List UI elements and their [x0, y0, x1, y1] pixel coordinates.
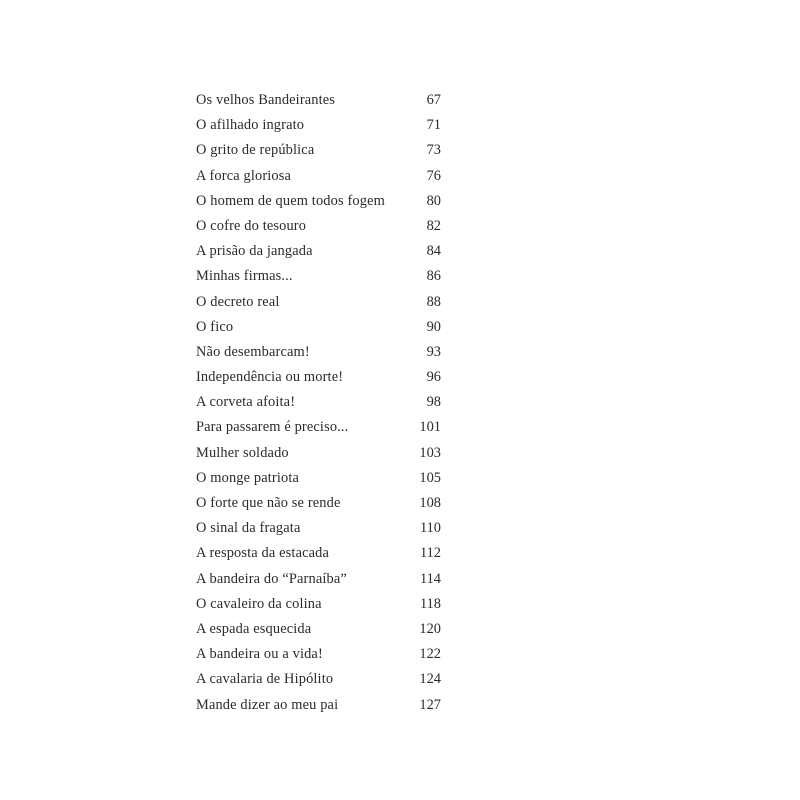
toc-entry-page-number: 124 [419, 671, 441, 688]
toc-entry[interactable]: A espada esquecida 120 [196, 617, 441, 642]
toc-entry[interactable]: Minhas firmas... 86 [196, 264, 441, 289]
toc-entry-page-number: 105 [419, 469, 441, 486]
toc-entry[interactable]: A resposta da estacada 112 [196, 541, 441, 566]
toc-entry[interactable]: A bandeira do “Parnaíba” 114 [196, 567, 441, 592]
toc-entry[interactable]: O grito de república 73 [196, 138, 441, 163]
toc-entry-title: A forca gloriosa [196, 167, 292, 184]
toc-entry-title: A corveta afoita! [196, 394, 296, 411]
toc-entry-title: Os velhos Bandeirantes [196, 92, 336, 108]
toc-entry-page-number: 101 [419, 419, 441, 436]
toc-entry[interactable]: O afilhado ingrato 71 [196, 113, 441, 138]
toc-entry-page-number: 127 [419, 696, 441, 713]
toc-entry-page-number: 96 [426, 369, 441, 386]
toc-entry-page-number: 108 [419, 495, 441, 511]
toc-entry-title: Mande dizer ao meu pai [196, 696, 339, 713]
toc-entry-title: A cavalaria de Hipólito [196, 671, 334, 688]
toc-entry-title: Para passarem é preciso... [196, 419, 349, 436]
toc-entry-title: A prisão da jangada [196, 243, 313, 260]
toc-entry-title: O monge patriota [196, 469, 300, 486]
toc-entry-title: Minhas firmas... [196, 268, 293, 285]
toc-entry[interactable]: Não desembarcam! 93 [196, 340, 441, 365]
toc-entry[interactable]: O forte que não se rende 108 [196, 491, 441, 516]
toc-entry[interactable]: A prisão da jangada 84 [196, 239, 441, 264]
toc-entry[interactable]: Mande dizer ao meu pai 127 [196, 693, 441, 718]
toc-entry[interactable]: O homem de quem todos fogem 80 [196, 189, 441, 214]
toc-entry-title: O homem de quem todos fogem [196, 192, 385, 209]
toc-entry-page-number: 90 [426, 318, 441, 335]
toc-entry-title: A resposta da estacada [196, 545, 330, 562]
toc-entry-page-number: 88 [426, 293, 441, 310]
toc-entry-title: O sinal da fragata [196, 520, 301, 537]
toc-entry[interactable]: O cavaleiro da colina 118 [196, 592, 441, 617]
toc-entry-page-number: 118 [419, 595, 441, 612]
toc-entry[interactable]: Independência ou morte! 96 [196, 365, 441, 390]
toc-entry-page-number: 93 [426, 343, 441, 360]
toc-entry-title: O cavaleiro da colina [196, 595, 322, 612]
toc-entry-page-number: 84 [426, 243, 441, 260]
table-of-contents: Os velhos Bandeirantes 67 O afilhado ingra… [196, 88, 441, 718]
toc-entry-title: Independência ou morte! [196, 369, 344, 386]
toc-entry-title: A bandeira ou a vida! [196, 646, 323, 663]
toc-entry-page-number: 76 [426, 167, 441, 184]
toc-entry-page-number: 98 [426, 394, 441, 411]
toc-entry-page-number: 112 [419, 545, 441, 562]
toc-entry[interactable]: A forca gloriosa 76 [196, 164, 441, 189]
toc-entry-page-number: 110 [419, 520, 441, 537]
toc-entry-page-number: 80 [426, 192, 441, 209]
toc-entry-page-number: 120 [419, 620, 441, 637]
toc-entry-title: O fico [196, 318, 234, 335]
toc-entry[interactable]: O fico 90 [196, 315, 441, 340]
toc-entry-title: O forte que não se rende [196, 495, 341, 511]
toc-entry[interactable]: Para passarem é preciso... 101 [196, 415, 441, 440]
toc-entry[interactable]: A cavalaria de Hipólito 124 [196, 667, 441, 692]
toc-entry[interactable]: O sinal da fragata 110 [196, 516, 441, 541]
toc-entry-page-number: 122 [419, 646, 441, 663]
toc-entry-title: O grito de república [196, 142, 315, 159]
toc-entry-title: O cofre do tesouro [196, 217, 307, 234]
toc-entry-title: Mulher soldado [196, 444, 289, 461]
toc-entry-page-number: 82 [426, 217, 441, 234]
toc-entry-title: O decreto real [196, 293, 280, 310]
toc-entry[interactable]: A corveta afoita! 98 [196, 390, 441, 415]
toc-entry-title: Não desembarcam! [196, 343, 310, 360]
toc-entry-page-number: 86 [426, 268, 441, 285]
toc-entry-title: O afilhado ingrato [196, 117, 305, 134]
toc-entry[interactable]: Os velhos Bandeirantes 67 [196, 88, 441, 113]
toc-entry[interactable]: O cofre do tesouro 82 [196, 214, 441, 239]
toc-entry-title: A bandeira do “Parnaíba” [196, 570, 347, 587]
toc-entry-page-number: 114 [419, 570, 441, 587]
toc-entry-page-number: 103 [419, 444, 441, 461]
toc-entry-page-number: 67 [426, 92, 441, 108]
toc-entry-page-number: 71 [426, 117, 441, 134]
toc-entry-title: A espada esquecida [196, 620, 312, 637]
toc-entry[interactable]: Mulher soldado 103 [196, 441, 441, 466]
toc-entry-page-number: 73 [426, 142, 441, 159]
toc-entry[interactable]: O decreto real 88 [196, 290, 441, 315]
toc-entry[interactable]: A bandeira ou a vida! 122 [196, 642, 441, 667]
toc-entry[interactable]: O monge patriota 105 [196, 466, 441, 491]
